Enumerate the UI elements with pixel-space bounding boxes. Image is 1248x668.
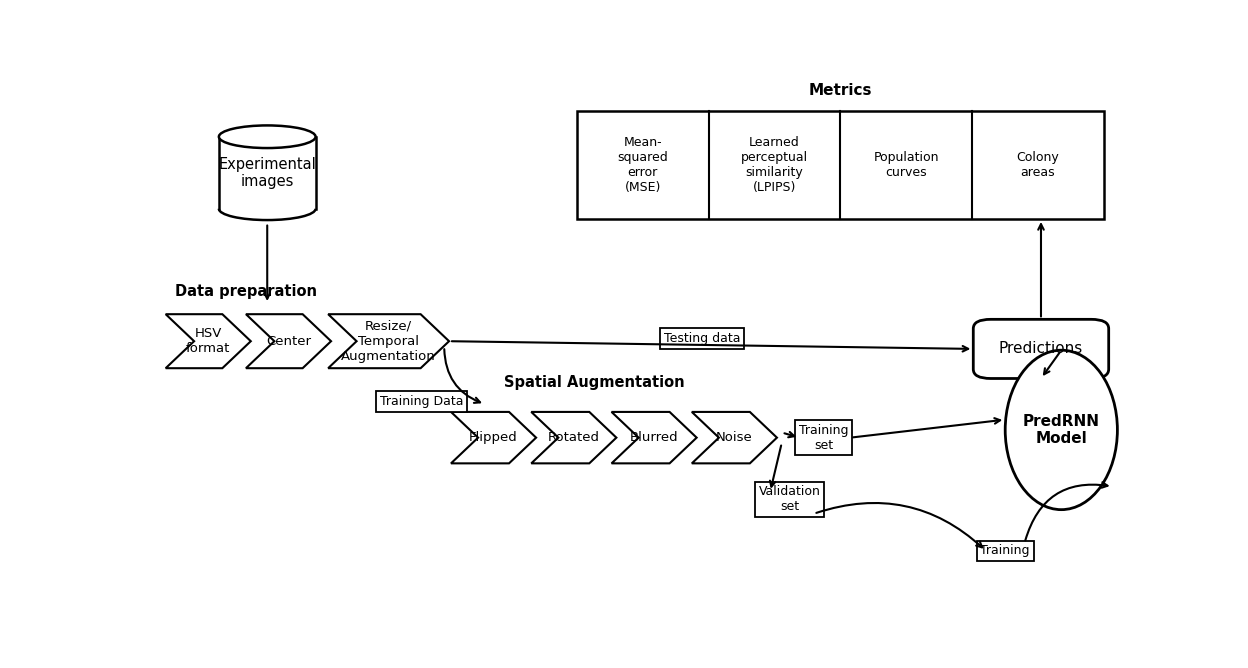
Text: Center: Center bbox=[266, 335, 311, 348]
Text: Population
curves: Population curves bbox=[874, 151, 938, 179]
Ellipse shape bbox=[1005, 350, 1117, 510]
Polygon shape bbox=[246, 314, 331, 368]
Text: Training: Training bbox=[981, 544, 1030, 557]
Bar bbox=[218, 137, 316, 208]
Polygon shape bbox=[612, 412, 696, 464]
Text: Noise: Noise bbox=[716, 431, 753, 444]
Text: Flipped: Flipped bbox=[469, 431, 518, 444]
Text: Blurred: Blurred bbox=[630, 431, 679, 444]
Text: Training
set: Training set bbox=[799, 424, 849, 452]
FancyBboxPatch shape bbox=[973, 319, 1108, 379]
Text: Spatial Augmentation: Spatial Augmentation bbox=[504, 375, 685, 390]
Text: Mean-
squared
error
(MSE): Mean- squared error (MSE) bbox=[618, 136, 668, 194]
Bar bbox=[577, 111, 1103, 219]
Text: Training Data: Training Data bbox=[381, 395, 464, 408]
Text: Experimental
images: Experimental images bbox=[218, 156, 316, 189]
Text: Predictions: Predictions bbox=[998, 341, 1083, 357]
Text: Learned
perceptual
similarity
(LPIPS): Learned perceptual similarity (LPIPS) bbox=[741, 136, 807, 194]
Text: Resize/
Temporal
Augmentation: Resize/ Temporal Augmentation bbox=[341, 320, 436, 363]
Text: PredRNN
Model: PredRNN Model bbox=[1023, 413, 1099, 446]
Text: Colony
areas: Colony areas bbox=[1017, 151, 1060, 179]
Polygon shape bbox=[532, 412, 617, 464]
Polygon shape bbox=[451, 412, 537, 464]
Ellipse shape bbox=[218, 126, 316, 148]
Polygon shape bbox=[166, 314, 251, 368]
Text: Rotated: Rotated bbox=[548, 431, 600, 444]
Polygon shape bbox=[691, 412, 778, 464]
Text: Testing data: Testing data bbox=[664, 332, 741, 345]
Polygon shape bbox=[328, 314, 449, 368]
Text: Validation
set: Validation set bbox=[759, 486, 820, 514]
Text: Metrics: Metrics bbox=[809, 83, 872, 98]
Text: Data preparation: Data preparation bbox=[175, 284, 317, 299]
Text: HSV
format: HSV format bbox=[186, 327, 231, 355]
